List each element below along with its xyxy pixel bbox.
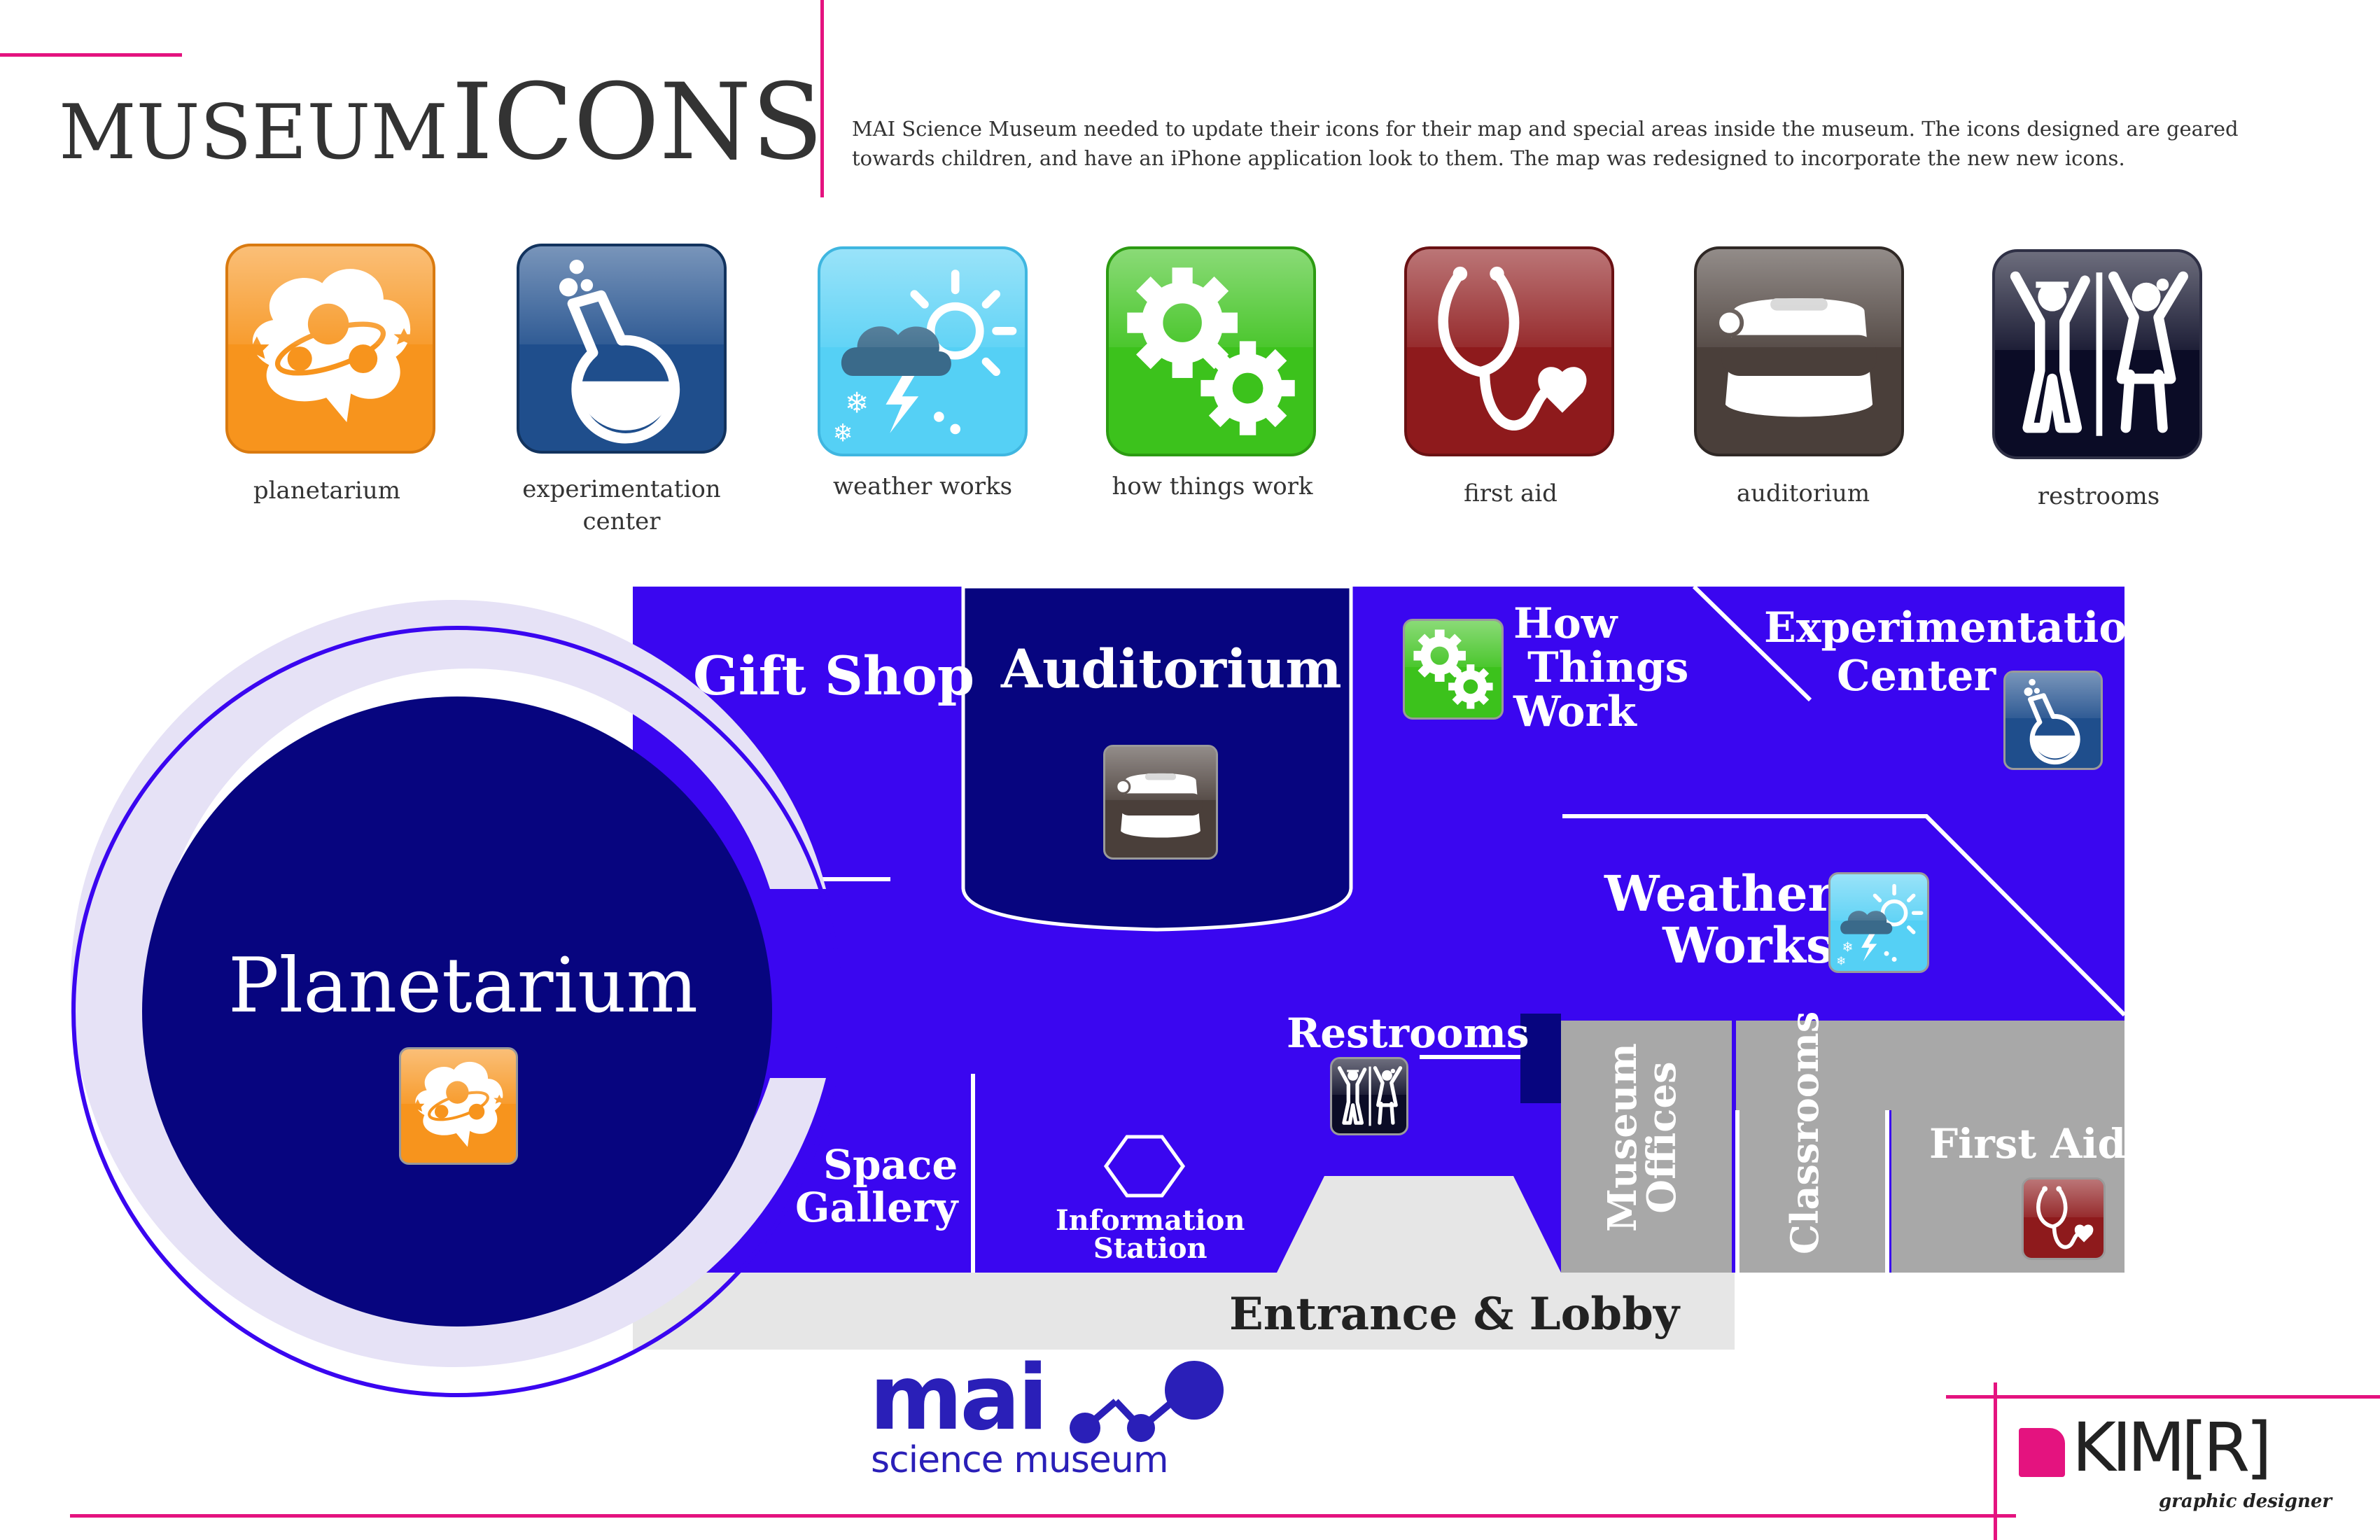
project-description: MAI Science Museum needed to update thei… bbox=[852, 117, 2239, 170]
planetarium-room bbox=[142, 696, 772, 1326]
how-things-work-line-3: Work bbox=[1513, 687, 1637, 736]
how-things-work-line-2: Things bbox=[1527, 643, 1689, 692]
icon-caption-planetarium: planetarium bbox=[253, 477, 401, 505]
museum-offices-line-2: Offices bbox=[1639, 1061, 1685, 1214]
map-stethoscope-icon bbox=[2022, 1177, 2106, 1260]
info-line-1: Information bbox=[1056, 1204, 1245, 1237]
mai-logo-wordmark: mai bbox=[869, 1346, 1049, 1450]
weather-tile bbox=[818, 246, 1028, 456]
map-label-experimentation-center: Experimentation Center bbox=[1764, 606, 2157, 699]
map-label-classrooms: Classrooms bbox=[1782, 1011, 1827, 1254]
designer-name: KIM[R] bbox=[2072, 1408, 2272, 1487]
map-restroom-icon bbox=[1330, 1057, 1408, 1135]
classrooms-room bbox=[1736, 1021, 1887, 1273]
weather-line-2: Works bbox=[1662, 916, 1834, 974]
mai-logo: mai science museum bbox=[868, 1354, 1232, 1485]
signature-frame-top bbox=[1946, 1395, 2380, 1399]
icon-caption-how-things-work: how things work bbox=[1112, 472, 1313, 500]
map-label-space-gallery: Space Gallery bbox=[795, 1144, 958, 1229]
museum-offices-line-1: Museum bbox=[1600, 1043, 1646, 1232]
icon-caption-first-aid: first aid bbox=[1464, 479, 1558, 507]
map-label-planetarium: Planetarium bbox=[228, 942, 698, 1030]
map-planetarium-icon bbox=[399, 1047, 518, 1165]
bottom-pink-rule bbox=[70, 1514, 2016, 1518]
planetarium-ring-outline bbox=[71, 626, 843, 1397]
icon-caption-experimentation: experimentation center bbox=[522, 475, 721, 536]
map-label-information-station: Information Station bbox=[1056, 1207, 1245, 1263]
title-word-icons: ICONS bbox=[451, 62, 824, 183]
map-label-auditorium: Auditorium bbox=[1001, 638, 1342, 700]
icon-caption-weather: weather works bbox=[832, 472, 1013, 500]
info-line-2: Station bbox=[1093, 1232, 1208, 1265]
map-weather-icon bbox=[1828, 872, 1929, 973]
designer-signature: KIM[R] graphic designer bbox=[2019, 1408, 2332, 1518]
map-label-how-things-work: How Things Work bbox=[1513, 602, 1688, 734]
map-label-first-aid: First Aid bbox=[1929, 1120, 2126, 1168]
map-flask-icon bbox=[2003, 671, 2103, 770]
designer-mark-icon bbox=[2019, 1428, 2065, 1477]
space-gallery-line-1: Space bbox=[823, 1141, 958, 1189]
title-word-museum: MUSEUM bbox=[59, 89, 449, 176]
how-things-work-line-1: How bbox=[1513, 599, 1618, 648]
experimentation-line-2: Center bbox=[1837, 652, 1996, 701]
lobby-entry-ramp bbox=[1277, 1176, 1561, 1273]
icon-caption-restrooms: restrooms bbox=[2037, 482, 2160, 510]
classrooms-upper-strip bbox=[1887, 1021, 2124, 1110]
entrance-lobby-area bbox=[633, 1273, 1735, 1350]
experimentation-line-1: Experimentation bbox=[1764, 603, 2158, 652]
information-station-hexagon bbox=[1103, 1135, 1186, 1198]
map-label-museum-offices: Museum Offices bbox=[1600, 1043, 1685, 1232]
top-left-pink-rule bbox=[0, 53, 182, 57]
mai-logo-subtitle: science museum bbox=[871, 1439, 1168, 1481]
map-label-gift-shop: Gift Shop bbox=[693, 645, 975, 707]
map-label-entrance-lobby: Entrance & Lobby bbox=[1229, 1288, 1679, 1340]
map-label-weather-works: Weather Works bbox=[1604, 868, 1833, 971]
space-gallery-line-2: Gallery bbox=[795, 1183, 958, 1231]
icon-caption-auditorium: auditorium bbox=[1736, 479, 1870, 507]
header-divider-pink bbox=[820, 0, 824, 197]
map-label-restrooms: Restrooms bbox=[1287, 1009, 1530, 1057]
weather-line-1: Weather bbox=[1604, 864, 1834, 923]
museum-offices-room bbox=[1561, 1021, 1732, 1273]
map-auditorium-icon bbox=[1103, 745, 1218, 860]
map-gears-icon bbox=[1403, 619, 1504, 720]
signature-frame-left bbox=[1994, 1382, 1997, 1540]
designer-role: graphic designer bbox=[2159, 1491, 2332, 1512]
molecule-icon bbox=[1070, 1361, 1224, 1443]
restroom-corridor-marker bbox=[1520, 1014, 1561, 1103]
page-title: MUSEUM ICONS bbox=[59, 70, 823, 175]
